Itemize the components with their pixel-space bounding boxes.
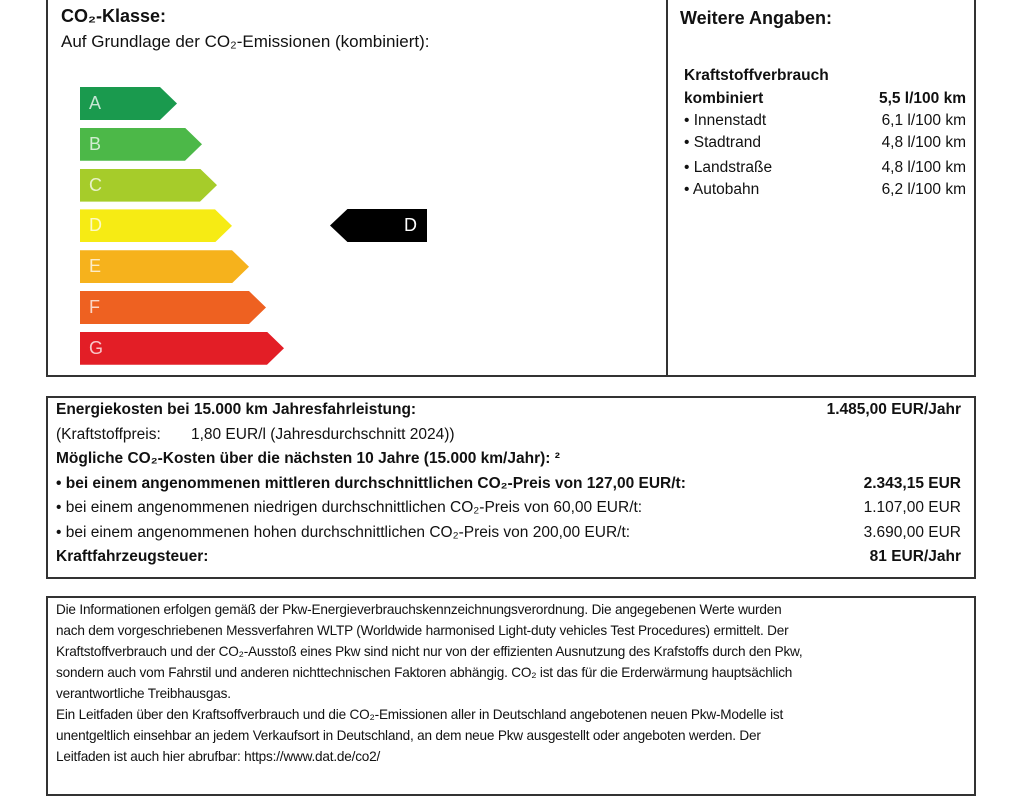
fuel-row: • Autobahn 6,2 l/100 km	[684, 181, 966, 203]
fuel-value: 4,8 l/100 km	[881, 159, 966, 176]
energy-class-bar-c: C	[80, 169, 217, 202]
fuel-label: • Stadtrand	[684, 134, 761, 151]
cost-value: 1.485,00 EUR/Jahr	[826, 401, 961, 418]
fuel-label: • Landstraße	[684, 159, 773, 176]
co2-class-panel: CO₂-Klasse: Auf Grundlage der CO₂-Emissi…	[46, 0, 976, 377]
energy-class-bar-b: B	[80, 128, 202, 161]
cost-label: (Kraftstoffpreis: 1,80 EUR/l (Jahresdurc…	[56, 426, 455, 443]
costs-panel: Energiekosten bei 15.000 km Jahresfahrle…	[46, 396, 976, 579]
energy-class-bar-a: A	[80, 87, 177, 120]
co2-class-subtitle: Auf Grundlage der CO₂-Emissionen (kombin…	[61, 32, 430, 51]
info-line: Die Informationen erfolgen gemäß der Pkw…	[56, 602, 782, 617]
co2-class-title: CO₂-Klasse:	[61, 6, 167, 26]
info-line: Kraftstoffverbrauch und der CO₂-Ausstoß …	[56, 644, 803, 659]
cost-label: Kraftfahrzeugsteuer:	[56, 548, 209, 565]
info-line: verantwortliche Treibhausgas.	[56, 686, 231, 701]
energy-class-bar-f: F	[80, 291, 266, 324]
fuel-value: 6,2 l/100 km	[881, 181, 966, 198]
cost-row: Energiekosten bei 15.000 km Jahresfahrle…	[56, 401, 961, 423]
energy-class-bar-e: E	[80, 250, 249, 283]
cost-label: • bei einem angenommenen mittleren durch…	[56, 475, 686, 492]
fuel-value: 5,5 l/100 km	[878, 90, 966, 107]
fuel-label: • Innenstadt	[684, 112, 767, 129]
cost-row: • bei einem angenommenen hohen durchschn…	[56, 524, 961, 546]
fuel-consumption-table: Kraftstoffverbrauch kombiniert 5,5 l/100 …	[684, 67, 966, 207]
current-class-marker: D	[330, 209, 427, 242]
fuel-label: kombiniert	[684, 90, 764, 107]
weitere-angaben-title: Weitere Angaben:	[680, 8, 833, 28]
fuel-heading: Kraftstoffverbrauch	[684, 67, 829, 84]
info-line: sondern auch vom Fahrstil und anderen ni…	[56, 665, 793, 680]
info-line: nach dem vorgeschriebenen Messverfahren …	[56, 623, 789, 638]
info-panel: Die Informationen erfolgen gemäß der Pkw…	[46, 596, 976, 796]
info-line: Leitfaden ist auch hier abrufbar: https:…	[56, 749, 381, 764]
cost-row: (Kraftstoffpreis: 1,80 EUR/l (Jahresdurc…	[56, 426, 961, 448]
cost-row: • bei einem angenommenen mittleren durch…	[56, 475, 961, 497]
cost-label: Energiekosten bei 15.000 km Jahresfahrle…	[56, 401, 417, 418]
cost-value: 81 EUR/Jahr	[869, 548, 961, 565]
fuel-row: • Landstraße 4,8 l/100 km	[684, 159, 966, 181]
cost-value: 3.690,00 EUR	[863, 524, 961, 541]
fuel-row: • Stadtrand 4,8 l/100 km	[684, 134, 966, 156]
cost-row: Mögliche CO₂-Kosten über die nächsten 10…	[56, 450, 961, 472]
info-line: unentgeltlich einsehbar an jedem Verkauf…	[56, 728, 761, 743]
fuel-label: • Autobahn	[684, 181, 760, 198]
fuel-value: 6,1 l/100 km	[881, 112, 966, 129]
fuel-row: • Innenstadt 6,1 l/100 km	[684, 112, 966, 134]
cost-label: Mögliche CO₂-Kosten über die nächsten 10…	[56, 450, 560, 467]
energy-class-bar-d: D	[80, 209, 232, 242]
cost-label: • bei einem angenommenen hohen durchschn…	[56, 524, 631, 541]
info-line: Ein Leitfaden über den Kraftsoffverbrauc…	[56, 707, 784, 722]
divider	[666, 0, 668, 375]
energy-class-bar-g: G	[80, 332, 284, 365]
cost-label: • bei einem angenommenen niedrigen durch…	[56, 499, 643, 516]
cost-row: Kraftfahrzeugsteuer: 81 EUR/Jahr	[56, 548, 961, 570]
fuel-value: 4,8 l/100 km	[881, 134, 966, 151]
cost-value: 1.107,00 EUR	[863, 499, 961, 516]
cost-value: 2.343,15 EUR	[863, 475, 961, 492]
cost-row: • bei einem angenommenen niedrigen durch…	[56, 499, 961, 521]
fuel-row: kombiniert 5,5 l/100 km	[684, 90, 966, 112]
